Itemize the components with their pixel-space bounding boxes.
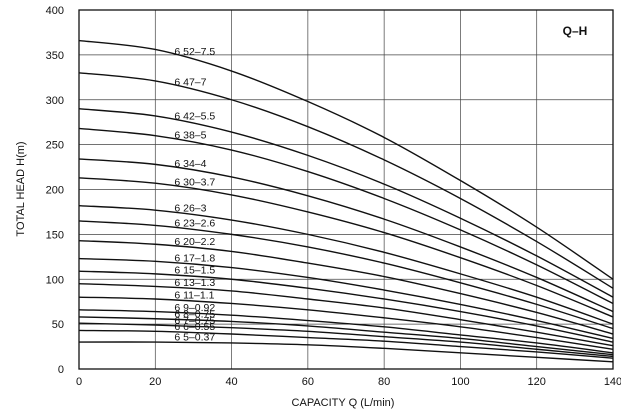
- curve-line: [78, 322, 614, 358]
- y-tick-labels: 0 50 100 150 200 250 300 350 400: [46, 5, 64, 376]
- plot-frame: [78, 9, 614, 370]
- curve-line: [78, 108, 614, 298]
- y-tick-label: 350: [46, 50, 64, 62]
- curve-label: 6 9–0.92: [174, 302, 215, 314]
- corner-label: Q–H: [563, 24, 588, 38]
- curve-line: [78, 158, 614, 313]
- y-tick-label: 50: [52, 319, 64, 331]
- y-tick-label: 300: [46, 95, 64, 107]
- curve-line: [78, 316, 614, 356]
- x-axis-title: CAPACITY Q (L/min): [292, 397, 395, 409]
- curve-line: [78, 127, 614, 305]
- curve-label: 6 15–1.5: [174, 265, 215, 277]
- curve-label: 6 20–2.2: [174, 236, 215, 248]
- curve-line: [78, 296, 614, 350]
- curve-label: 6 7–0.75: [174, 315, 215, 327]
- curve-line: [78, 177, 614, 318]
- y-tick-label: 150: [46, 229, 64, 241]
- curve-label: 6 5–0.37: [174, 331, 215, 343]
- curve-label: 6 34–4: [174, 158, 206, 170]
- x-tick-label: 20: [149, 376, 161, 388]
- curve-labels: 6 52–7.5 6 47–7 6 42–5.5 6 38–5 6 34–4 6 30–3…: [174, 46, 215, 343]
- curve-line: [78, 204, 614, 325]
- curve-label: 6 6–0.55: [174, 321, 215, 333]
- x-tick-label: 60: [302, 376, 314, 388]
- curve-label: 6 13–1.3: [174, 277, 215, 289]
- curve-line: [78, 257, 614, 340]
- curve-line: [78, 220, 614, 330]
- x-tick-label: 0: [76, 376, 82, 388]
- curve-line: [78, 309, 614, 354]
- y-axis-title: TOTAL HEAD H(m): [15, 141, 27, 236]
- y-tick-label: 250: [46, 140, 64, 152]
- curve-label: 6 38–5: [174, 130, 206, 142]
- curve-line: [78, 283, 614, 347]
- x-tick-labels: 0 20 40 60 80 100 120 140: [76, 376, 621, 388]
- x-tick-label: 40: [225, 376, 237, 388]
- curve-label: 6 8–0.75: [174, 309, 215, 321]
- x-tick-label: 80: [378, 376, 390, 388]
- curve-label: 6 23–2.6: [174, 218, 215, 230]
- y-tick-label: 0: [58, 364, 64, 376]
- curve-label: 6 11–1.1: [174, 290, 214, 302]
- grid: [78, 9, 614, 370]
- curve-line: [78, 270, 614, 343]
- curve-line: [78, 329, 614, 359]
- x-tick-label: 140: [604, 376, 621, 388]
- curve-label: 6 47–7: [174, 76, 206, 88]
- y-tick-label: 200: [46, 185, 64, 197]
- x-tick-label: 120: [528, 376, 546, 388]
- curve-label: 6 17–1.8: [174, 252, 215, 264]
- curve-label: 6 26–3: [174, 203, 206, 215]
- curve-line: [78, 72, 614, 289]
- curve-label: 6 52–7.5: [174, 46, 215, 58]
- curve-line: [78, 39, 614, 280]
- curve-label: 6 30–3.7: [174, 176, 215, 188]
- y-tick-label: 100: [46, 274, 64, 286]
- curve-label: 6 42–5.5: [174, 111, 215, 123]
- x-tick-label: 100: [451, 376, 469, 388]
- y-tick-label: 400: [46, 5, 64, 17]
- curves: [78, 39, 614, 363]
- curve-line: [78, 239, 614, 335]
- curve-line: [78, 341, 614, 363]
